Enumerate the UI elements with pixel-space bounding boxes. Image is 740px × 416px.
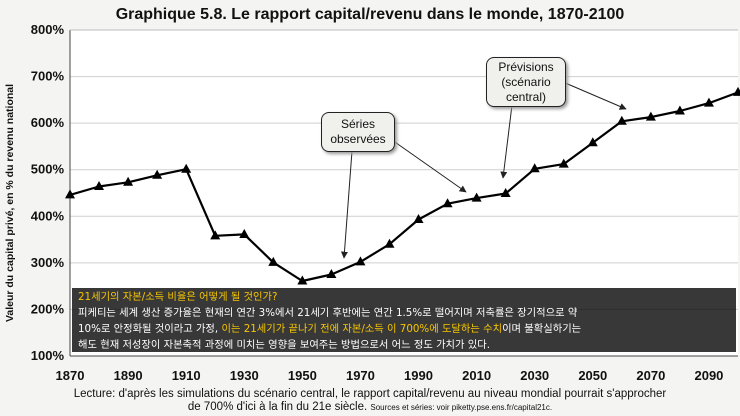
annotation-arrow (562, 81, 627, 110)
overlay-line-4: 해도 현재 저성장이 자본축적 과정에 미치는 영향을 보여주는 방법으로서 어… (78, 339, 491, 351)
overlay-line-2: 피케티는 세계 생산 증가율은 현재의 연간 3%에서 21세기 후반에는 연간… (78, 307, 578, 319)
data-point (587, 137, 598, 147)
annotation-arrow (391, 139, 467, 193)
y-axis-ticks: 100% 200% 300% 400% 500% 600% 700% 800% (31, 22, 65, 363)
overlay-highlight: 이는 21세기가 끝나기 전에 자본/소득 이 700%에 도달하는 수치 (221, 323, 503, 335)
y-tick-label: 700% (31, 69, 65, 84)
annotation-arrow (500, 104, 513, 179)
chart-caption: Lecture: d'après les simulations du scén… (0, 388, 740, 414)
overlay-line-3: 10%로 안정화될 것이라고 가정, 이는 21세기가 끝나기 전에 자본/소득… (78, 321, 730, 337)
y-tick-label: 800% (31, 22, 65, 37)
x-axis-ticks: 1870 1890 1910 1930 1950 1970 1990 2010 2030 2050… (56, 368, 724, 383)
y-axis-label: Valeur du capital privé, en % du revenu … (2, 78, 18, 328)
x-tick-label: 1870 (56, 368, 85, 383)
x-tick-label: 2070 (636, 368, 665, 383)
data-point (152, 169, 163, 179)
series-line (69, 91, 739, 283)
korean-subtitle-overlay: 21세기의 자본/소득 비율은 어떻게 될 것인가? 피케티는 세계 생산 증가… (72, 288, 736, 352)
annotation-observed-line1: Séries (340, 117, 375, 131)
data-point (239, 228, 250, 238)
annotation-forecast-line3: central) (505, 90, 546, 104)
x-tick-label: 1950 (288, 368, 317, 383)
annotation-arrow (340, 150, 353, 259)
x-tick-label: 1890 (114, 368, 143, 383)
data-point (123, 176, 134, 186)
x-tick-label: 2010 (462, 368, 491, 383)
data-point (268, 256, 279, 266)
overlay-question: 21세기의 자본/소득 비율은 어떻게 될 것인가? (78, 291, 278, 303)
caption-line-1: Lecture: d'après les simulations du scén… (73, 388, 667, 400)
y-tick-label: 100% (31, 348, 65, 363)
data-point (94, 180, 105, 190)
annotation-forecast: Prévisions (scénario central) (486, 57, 566, 107)
x-tick-label: 1970 (346, 368, 375, 383)
x-tick-label: 2090 (694, 368, 723, 383)
data-point (733, 86, 740, 96)
data-point (413, 214, 424, 224)
x-tick-label: 1990 (404, 368, 433, 383)
data-point (181, 163, 192, 173)
data-point (500, 187, 511, 197)
data-point (471, 192, 482, 202)
data-point (65, 189, 75, 199)
data-point (442, 198, 453, 208)
data-point (674, 105, 685, 115)
x-tick-label: 1930 (230, 368, 259, 383)
data-point (558, 158, 569, 168)
annotation-forecast-line1: Prévisions (498, 60, 554, 74)
y-tick-label: 600% (31, 115, 65, 130)
x-tick-label: 2050 (578, 368, 607, 383)
data-point (210, 230, 221, 240)
chart-title: Graphique 5.8. Le rapport capital/revenu… (115, 6, 625, 23)
caption-line-2: de 700% d'ici à la fin du 21e siècle. So… (0, 401, 740, 414)
y-tick-label: 300% (31, 255, 65, 270)
data-point (703, 97, 714, 107)
data-point (297, 275, 308, 285)
caption-source: Sources et séries: voir piketty.pse.ens.… (370, 403, 553, 412)
y-axis-label-text: Valeur du capital privé, en % du revenu … (4, 83, 16, 323)
y-tick-label: 200% (31, 301, 65, 316)
data-point (355, 256, 366, 266)
data-point (645, 111, 656, 121)
y-tick-label: 500% (31, 162, 65, 177)
data-point (616, 115, 627, 125)
data-point (326, 269, 337, 278)
x-tick-label: 2030 (520, 368, 549, 383)
overlay-line-3-start: 10%로 안정화될 것이라고 가정, (78, 323, 222, 335)
overlay-line-3-end: 이며 불확실하기는 (502, 323, 582, 335)
annotation-observed-line2: observées (330, 132, 386, 146)
caption-line-2-text: de 700% d'ici à la fin du 21e siècle. (187, 401, 368, 413)
data-point (529, 163, 540, 173)
annotation-observed-series: Séries observées (321, 112, 395, 152)
annotation-forecast-line2: (scénario (501, 75, 551, 89)
x-tick-label: 1910 (172, 368, 201, 383)
y-tick-label: 400% (31, 208, 65, 223)
data-series (65, 86, 740, 285)
annotation-arrows (340, 81, 627, 259)
data-point (384, 238, 395, 248)
